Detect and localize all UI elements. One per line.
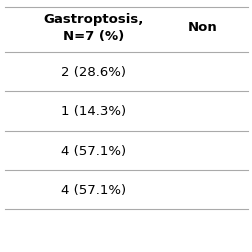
Text: 4 (57.1%): 4 (57.1%) xyxy=(61,183,126,196)
Text: Gastroptosis,
N=7 (%): Gastroptosis, N=7 (%) xyxy=(43,13,143,43)
Text: 4 (57.1%): 4 (57.1%) xyxy=(61,144,126,157)
Text: Non: Non xyxy=(187,21,216,34)
Text: 2 (28.6%): 2 (28.6%) xyxy=(61,66,125,79)
Text: 1 (14.3%): 1 (14.3%) xyxy=(61,105,126,118)
